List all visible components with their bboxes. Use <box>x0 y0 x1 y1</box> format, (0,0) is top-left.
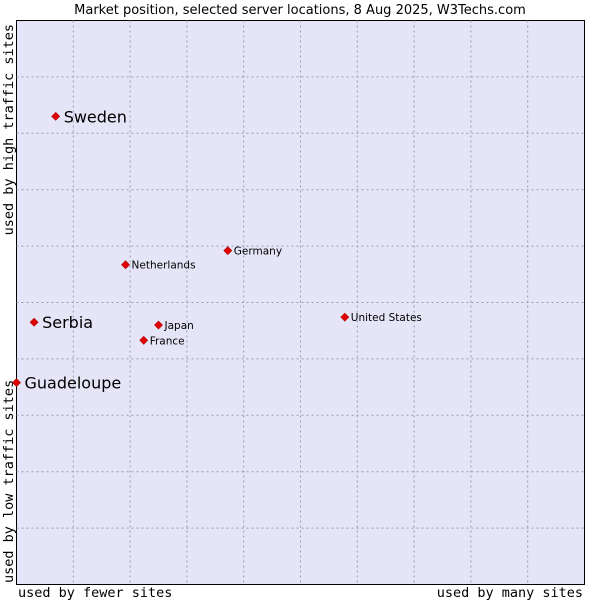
point-label-united-states: United States <box>351 312 422 324</box>
point-marker-japan <box>154 320 163 330</box>
point-label-serbia: Serbia <box>42 313 93 332</box>
y-axis-label-bottom: used by low traffic sites <box>1 380 17 583</box>
point-marker-germany <box>223 246 233 256</box>
point-label-france: France <box>150 335 185 347</box>
chart-title: Market position, selected server locatio… <box>74 3 526 18</box>
point-marker-france <box>139 335 149 345</box>
points-layer: Sweden Germany Netherlands Serbia Japan Unite… <box>12 107 422 393</box>
y-axis-label-top: used by high traffic sites <box>1 24 17 235</box>
point-marker-netherlands <box>121 260 130 270</box>
point-label-netherlands: Netherlands <box>132 260 196 272</box>
point-label-sweden: Sweden <box>64 107 127 126</box>
point-marker-serbia <box>29 317 39 327</box>
point-marker-guadeloupe <box>12 378 21 388</box>
grid-layer <box>16 20 585 585</box>
x-axis-label-left: used by fewer sites <box>18 585 172 600</box>
point-label-germany: Germany <box>234 246 282 258</box>
point-label-japan: Japan <box>164 320 194 332</box>
x-axis-label-right: used by many sites <box>437 585 583 600</box>
point-marker-united-states <box>340 312 350 322</box>
point-marker-sweden <box>51 111 61 121</box>
point-label-guadeloupe: Guadeloupe <box>25 374 122 393</box>
